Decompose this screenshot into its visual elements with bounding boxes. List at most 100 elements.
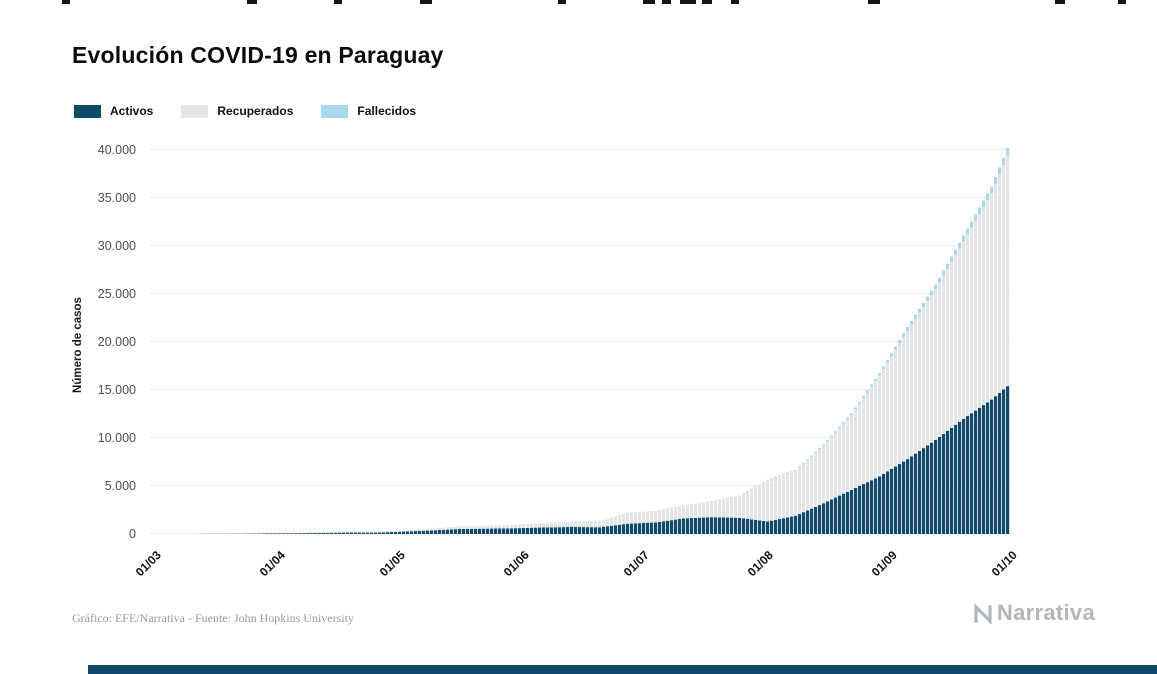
y-tick-label: 15.000 [97,383,136,397]
bar-activos [934,439,938,534]
bar-recuperados [746,491,750,519]
gridline [150,485,1010,486]
bar-activos [534,527,538,534]
x-tick-label: 01/06 [500,548,532,580]
bar-fallecidos [910,320,914,325]
top-artifact-dash [680,0,696,4]
bar-activos [514,528,518,534]
y-tick-label: 25.000 [97,287,136,301]
bar-activos [318,532,322,534]
bar-activos [846,491,850,534]
bar-recuperados [866,392,870,483]
bar-fallecidos [774,476,778,478]
bar-recuperados [418,529,422,531]
x-tick-label: 01/08 [744,548,776,580]
y-tick-label: 10.000 [97,431,136,445]
bar-recuperados [690,504,694,519]
bar-fallecidos [894,346,898,350]
bar-recuperados [770,478,774,521]
bar-activos [290,533,294,534]
bar-activos [470,528,474,534]
bar-recuperados [550,522,554,528]
bar-recuperados [602,519,606,527]
bar-recuperados [510,524,514,529]
legend-swatch [321,104,349,118]
bar-recuperados [406,530,410,532]
bar-activos [382,532,386,534]
bar-recuperados [570,521,574,527]
y-tick-labels: 0 5.000 10.000 15.000 20.000 25.000 30.000 35.0… [0,143,136,541]
legend: Activos Recuperados Fallecidos [74,104,416,118]
bar-activos [558,527,562,534]
top-artifact-dash [731,0,739,4]
gridline [150,197,1010,198]
bar-fallecidos [882,366,886,370]
bar-activos [398,531,402,534]
bar-recuperados [1006,155,1010,387]
bar-recuperados [858,403,862,486]
bar-recuperados [934,289,938,440]
bar-recuperados [794,470,798,516]
bar-activos [474,528,478,534]
bar-recuperados [470,526,474,529]
bar-activos [610,525,614,534]
bar-fallecidos [818,448,822,450]
top-artifact-dash [558,0,566,4]
bar-activos [882,473,886,534]
bar-recuperados [546,522,550,528]
bar-recuperados [682,505,686,519]
bar-fallecidos [890,353,894,357]
bar-recuperados [710,501,714,518]
bar-activos [342,532,346,534]
top-artifact-dash [420,0,432,4]
bar-recuperados [646,511,650,523]
bar-activos [578,527,582,534]
bar-recuperados [870,386,874,481]
bar-activos [642,523,646,534]
bar-activos [690,518,694,534]
bar-recuperados [694,503,698,518]
bar-recuperados [702,502,706,518]
bar-recuperados [926,300,930,446]
bar-activos [790,516,794,534]
bar-activos [818,505,822,534]
bar-recuperados [706,502,710,518]
bar-recuperados [382,531,386,533]
bar-activos [998,392,1002,534]
bar-activos [874,478,878,534]
bar-activos [878,476,882,534]
bar-recuperados [962,241,966,419]
bar-fallecidos [790,471,794,473]
legend-swatch [74,104,101,118]
bar-recuperados [558,522,562,528]
bar-recuperados [886,362,890,472]
bar-activos [362,532,366,534]
bar-activos [718,517,722,534]
bar-recuperados [734,496,738,518]
bar-recuperados [614,516,618,526]
bar-activos [918,450,922,534]
bar-fallecidos [878,373,882,376]
bar-recuperados [938,282,942,437]
legend-swatch [181,104,209,118]
y-tick-label: 0 [129,527,136,541]
bar-activos [830,499,834,534]
bar-activos [358,532,362,534]
bar-activos [710,517,714,534]
bar-fallecidos [990,186,994,194]
bar-activos [494,528,498,534]
gridline [150,341,1010,342]
bar-recuperados [890,356,894,469]
bar-activos [438,530,442,534]
bar-recuperados [598,520,602,528]
bar-activos [526,527,530,534]
bar-recuperados [678,506,682,520]
bar-activos [630,523,634,534]
bar-fallecidos [918,308,922,313]
bar-recuperados [674,507,678,520]
bar-activos [822,503,826,534]
bar-activos [418,530,422,534]
bar-recuperados [774,477,778,520]
bar-activos [890,468,894,534]
bar-activos [738,517,742,534]
